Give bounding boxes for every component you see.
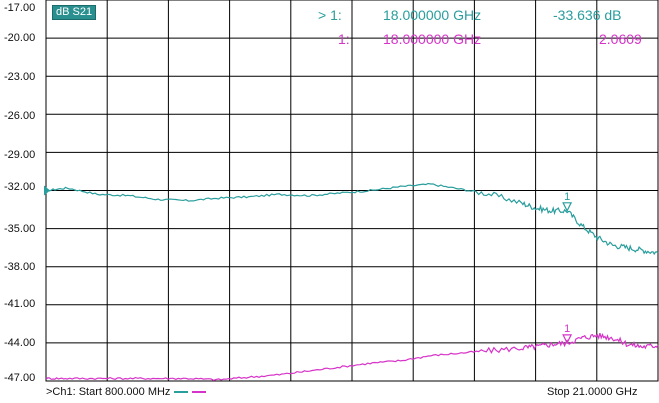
y-tick-label: -23.00 — [4, 71, 36, 83]
trace1-legend-swatch — [174, 391, 189, 394]
trace2-legend-swatch — [192, 391, 207, 394]
marker-prefix: 1: — [338, 31, 350, 47]
y-tick-label: -20.00 — [4, 32, 36, 44]
marker-1-label: 1 — [564, 191, 570, 203]
trace-parameter-badge[interactable]: dB S21 — [52, 5, 97, 20]
marker-value: -33.636 dB — [553, 7, 622, 23]
channel-start-readout: >Ch1: Start 800.000 MHz — [46, 386, 207, 398]
y-tick-label: -35.00 — [4, 223, 36, 235]
y-tick-label: -38.00 — [4, 261, 36, 273]
y-tick-label: -32.00 — [4, 181, 36, 193]
marker-1-triangle — [562, 334, 573, 345]
marker-frequency: 18.000000 GHz — [383, 31, 482, 47]
stop-frequency-text: Stop 21.0000 GHz — [547, 386, 638, 398]
start-frequency-text: >Ch1: Start 800.000 MHz — [46, 386, 171, 398]
y-tick-label: -26.00 — [4, 110, 36, 122]
marker-frequency: 18.000000 GHz — [383, 7, 482, 23]
reference-position-arrow — [44, 185, 50, 196]
y-tick-label: -47.00 — [4, 372, 36, 384]
trace-2 — [45, 332, 659, 381]
marker-value: 2.0609 — [599, 31, 642, 47]
marker-prefix: > 1: — [318, 7, 342, 23]
marker-1-triangle — [562, 202, 573, 213]
y-tick-label: -41.00 — [4, 298, 36, 310]
trace-s21-db — [45, 182, 659, 256]
y-tick-label: -44.00 — [4, 337, 36, 349]
y-tick-label: -29.00 — [4, 149, 36, 161]
marker-1-label: 1 — [564, 323, 570, 335]
y-tick-label: -17.00 — [4, 2, 36, 14]
